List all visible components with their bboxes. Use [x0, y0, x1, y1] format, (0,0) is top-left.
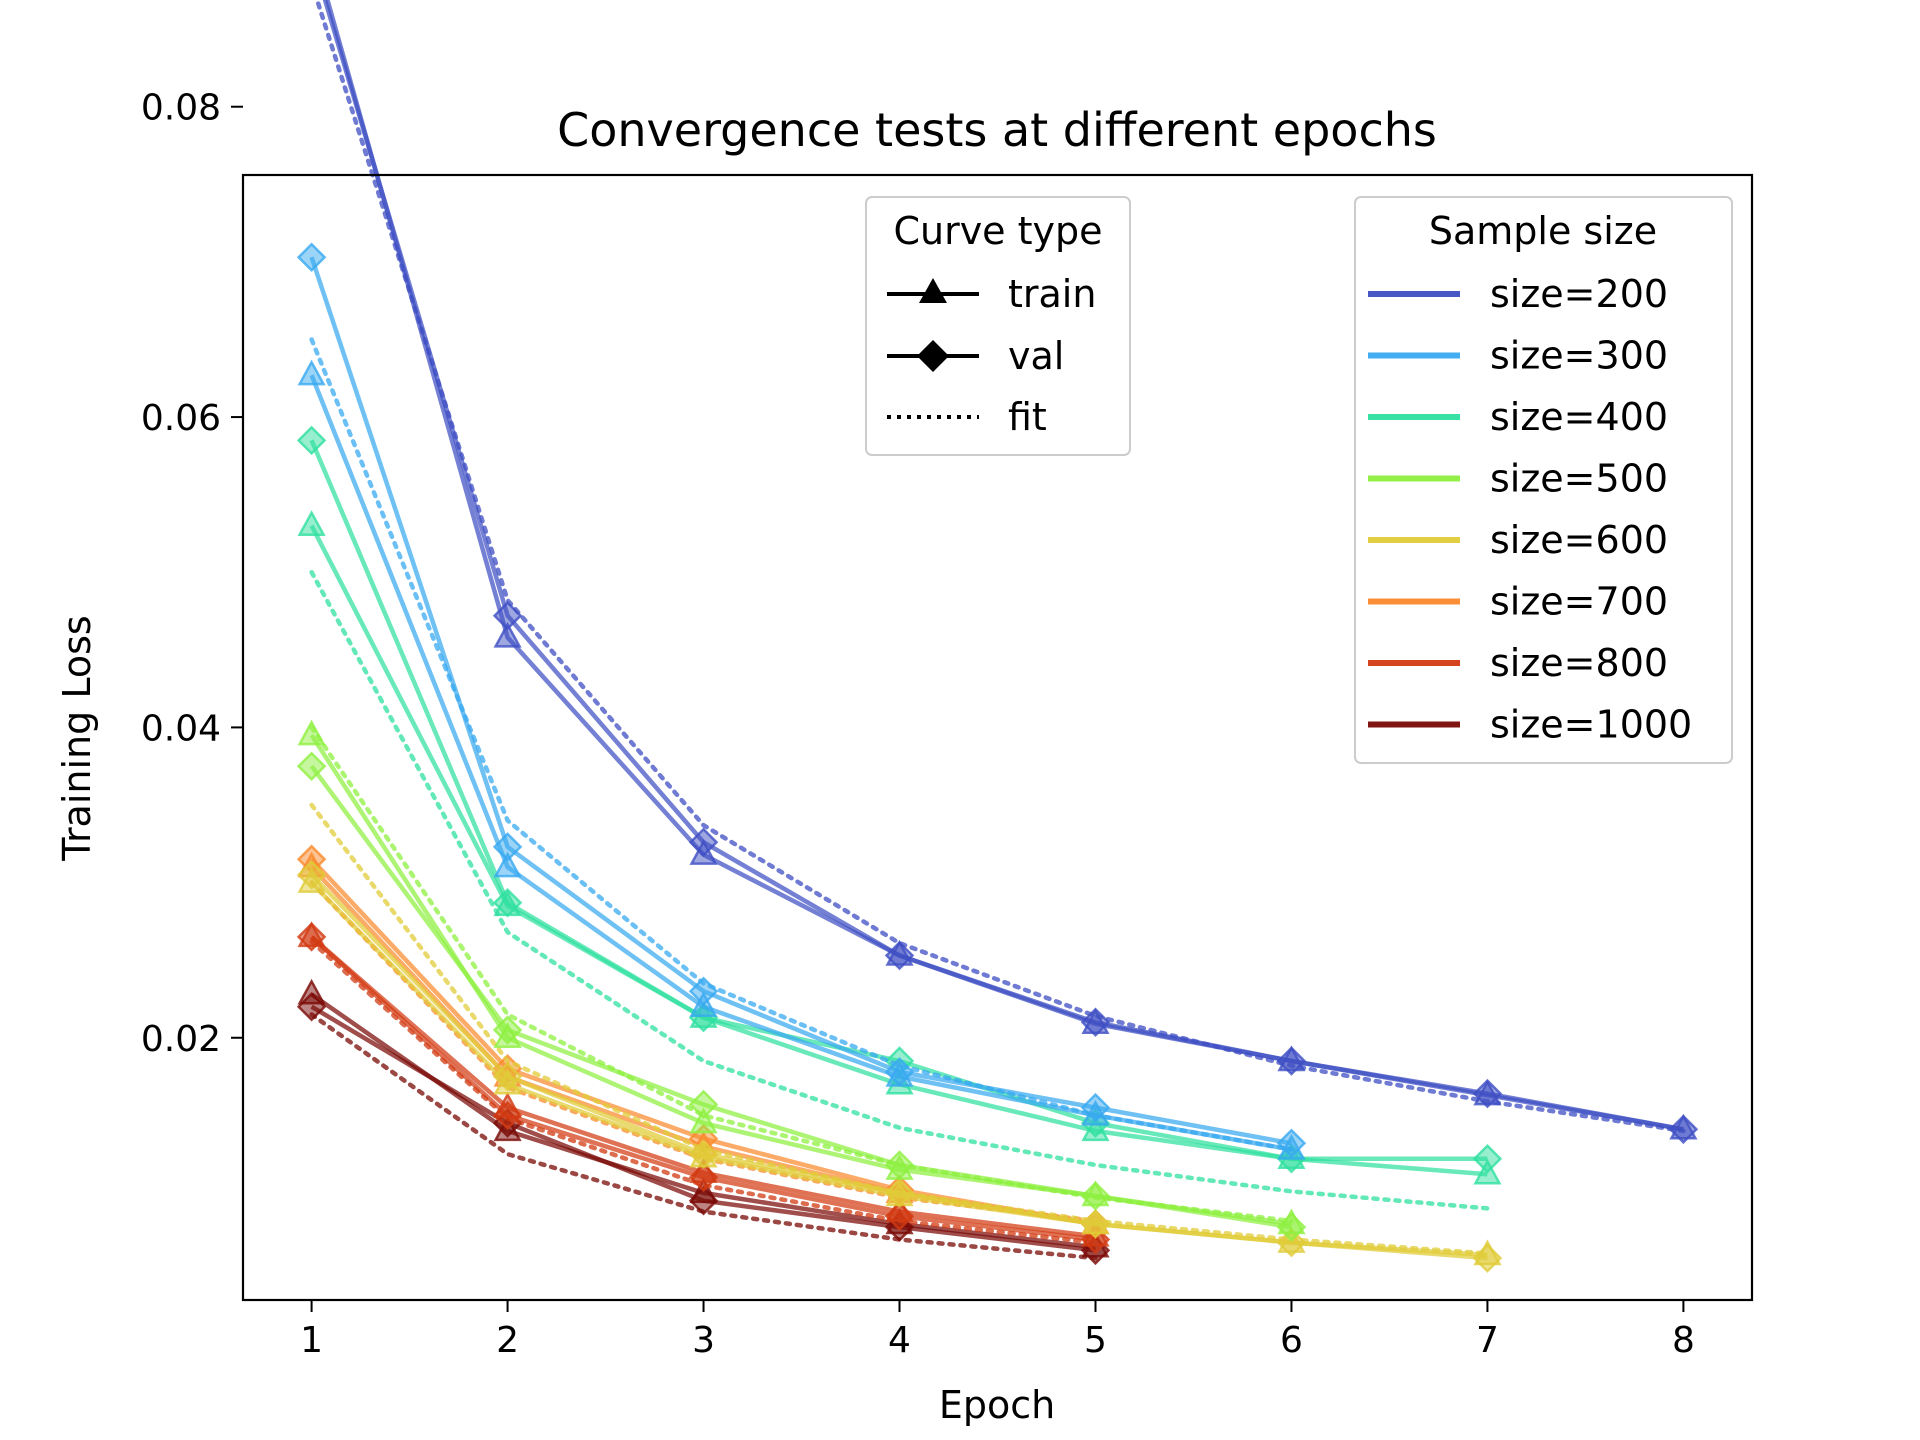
val-point-size-800 [688, 1162, 719, 1193]
train-point-size-500 [297, 719, 326, 746]
val-point-size-1000 [296, 991, 327, 1022]
x-tick-label: 8 [1672, 1320, 1695, 1361]
val-line-size-300 [309, 256, 1292, 1146]
legend-fit-label: fit [1008, 395, 1047, 439]
legend-curve-type-title: Curve type [893, 209, 1102, 253]
x-axis-label: Epoch [939, 1383, 1055, 1427]
x-tick-label: 3 [692, 1320, 715, 1361]
train-point-size-300 [297, 359, 326, 386]
val-point-size-200 [1080, 1007, 1111, 1038]
x-tick-label: 7 [1476, 1320, 1499, 1361]
series-size-500 [296, 719, 1307, 1242]
val-point-size-500 [1080, 1181, 1111, 1211]
val-point-size-600 [1472, 1243, 1503, 1273]
val-point-size-600 [884, 1178, 915, 1208]
y-axis-label: Training Loss [55, 615, 99, 861]
fit-line-size-400 [309, 569, 1490, 1211]
val-point-size-300 [884, 1057, 915, 1087]
val-point-size-400 [1472, 1144, 1503, 1174]
val-line-size-200 [322, 0, 1684, 1132]
legend-train-triangle-icon [919, 278, 947, 303]
x-tick-label: 4 [888, 1320, 911, 1361]
val-point-size-600 [1276, 1227, 1307, 1258]
val-point-size-200 [1668, 1114, 1699, 1145]
series-size-200 [314, 0, 1699, 1145]
val-point-size-400 [492, 887, 523, 918]
legend-val-label: val [1008, 334, 1064, 378]
val-point-size-300 [688, 976, 719, 1006]
legend-sample-size-title: Sample size [1429, 209, 1657, 253]
train-line-size-300 [309, 374, 1292, 1152]
val-point-size-1000 [688, 1185, 719, 1216]
val-point-size-500 [884, 1150, 915, 1180]
val-point-size-300 [492, 832, 523, 862]
val-point-size-600 [688, 1139, 719, 1169]
tick-layer: 1 2 3 4 5 6 7 8 0.02 0.04 0.06 0.08 [141, 88, 1695, 1361]
y-tick-label: 0.08 [141, 88, 221, 129]
val-point-size-200 [1276, 1046, 1307, 1076]
val-point-size-300 [1276, 1128, 1307, 1159]
legend-size-label: size=200 [1490, 272, 1668, 316]
fit-line-size-200 [314, 0, 1686, 1134]
legend-size-label: size=600 [1490, 518, 1668, 562]
legend-sample-size-box [1354, 196, 1733, 764]
val-point-size-800 [884, 1201, 915, 1231]
val-point-size-300 [1080, 1092, 1111, 1123]
legend-curve-type-box [865, 196, 1131, 456]
legend-size-label: size=800 [1490, 641, 1668, 685]
val-point-size-500 [492, 1015, 523, 1045]
val-point-size-500 [688, 1089, 719, 1120]
series-size-300 [296, 242, 1307, 1160]
val-point-size-200 [688, 827, 719, 858]
x-tick-label: 6 [1280, 1320, 1303, 1361]
val-point-size-600 [1080, 1209, 1111, 1239]
legend-size-label: size=300 [1490, 334, 1668, 378]
legend-size-label: size=400 [1490, 395, 1668, 439]
legend-size-label: size=500 [1490, 457, 1668, 501]
legend-val-diamond-icon [917, 340, 949, 372]
val-point-size-200 [1472, 1078, 1503, 1109]
train-point-size-400 [297, 510, 326, 536]
val-point-size-800 [296, 922, 327, 952]
x-tick-label: 2 [496, 1320, 519, 1361]
val-point-size-500 [1276, 1212, 1307, 1242]
val-point-size-500 [296, 751, 327, 781]
train-point-size-200 [493, 621, 522, 648]
series-layer [296, 0, 1699, 1273]
val-point-size-600 [296, 860, 327, 890]
legend-curve-type: Curve type train val fit [865, 196, 1131, 456]
val-point-size-800 [492, 1100, 523, 1131]
val-point-size-200 [884, 940, 915, 971]
val-point-size-400 [296, 425, 327, 456]
legend-sample-size: Sample size size=200size=300size=400size… [1354, 196, 1733, 764]
val-point-size-600 [492, 1061, 523, 1092]
y-tick-label: 0.02 [141, 1019, 221, 1060]
chart-title: Convergence tests at different epochs [557, 103, 1437, 157]
plot-frame [241, 173, 1754, 1302]
legend-train-label: train [1008, 272, 1096, 316]
val-point-size-300 [296, 242, 327, 273]
train-point-size-500 [689, 1107, 718, 1134]
y-tick-label: 0.06 [141, 398, 221, 439]
legend-size-label: size=1000 [1490, 703, 1692, 747]
val-point-size-200 [492, 600, 523, 631]
x-tick-label: 1 [300, 1320, 323, 1361]
y-tick-label: 0.04 [141, 708, 221, 749]
legend-size-label: size=700 [1490, 580, 1668, 624]
val-line-size-500 [309, 764, 1292, 1230]
x-tick-label: 5 [1084, 1320, 1107, 1361]
train-point-size-300 [493, 851, 522, 878]
legend-sample-size-entries: size=200 size=300 size=400 size=500 size=600… [1368, 272, 1692, 747]
